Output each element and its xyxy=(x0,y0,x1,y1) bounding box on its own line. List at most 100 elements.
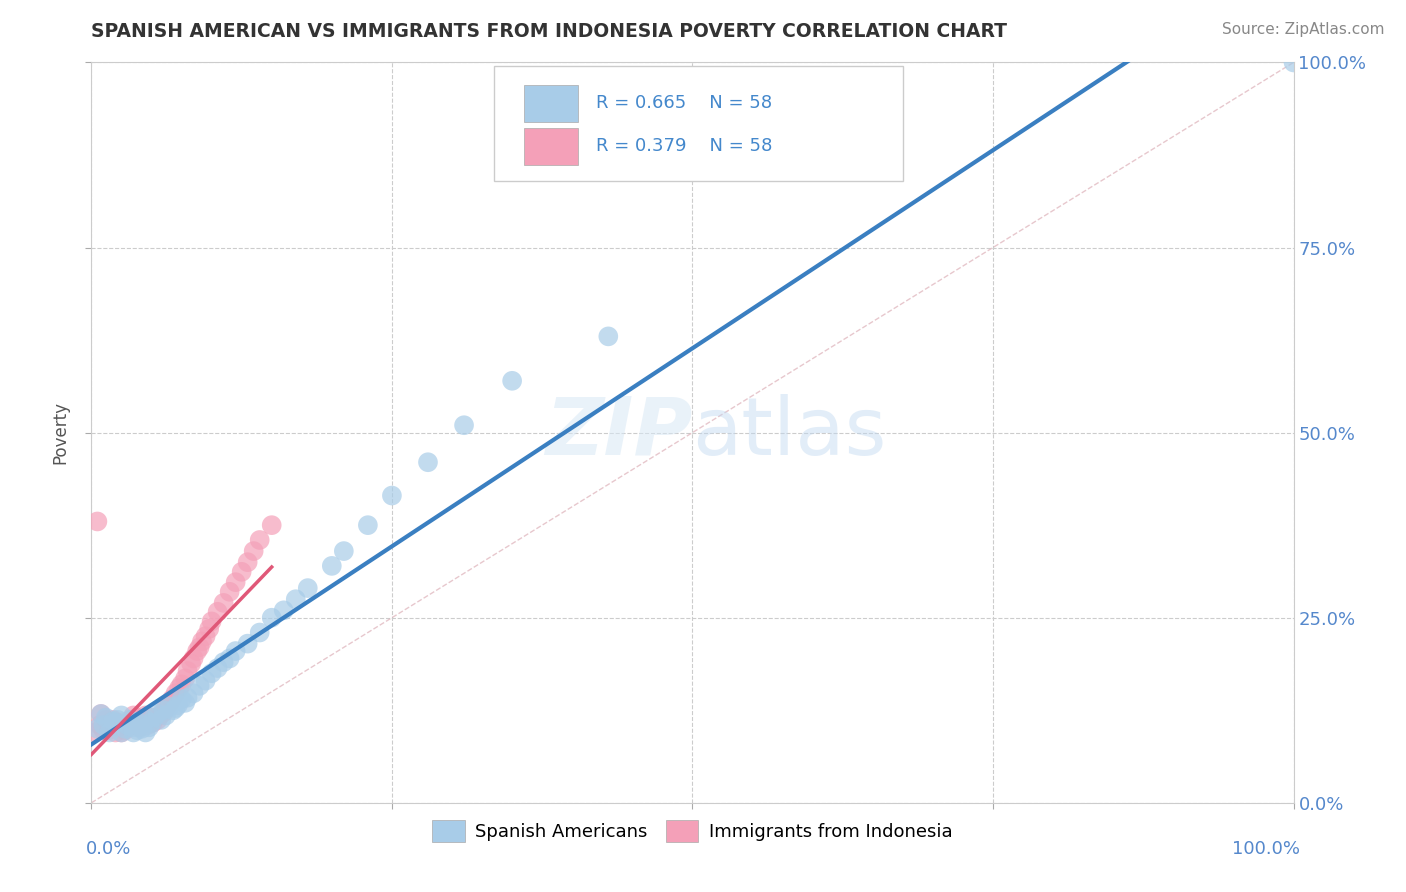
Point xyxy=(218,651,240,665)
Point xyxy=(134,713,156,727)
Text: atlas: atlas xyxy=(692,393,887,472)
Point xyxy=(114,722,136,736)
Point xyxy=(381,489,404,503)
Point xyxy=(159,699,181,714)
Point xyxy=(146,706,169,721)
Point xyxy=(357,518,380,533)
Point xyxy=(150,713,173,727)
Point xyxy=(236,555,259,569)
Point xyxy=(218,584,240,599)
Point xyxy=(207,605,229,619)
Point xyxy=(165,686,187,700)
Point xyxy=(176,664,198,678)
Text: 100.0%: 100.0% xyxy=(1232,840,1299,858)
Point xyxy=(188,679,211,693)
Point xyxy=(242,544,264,558)
Point xyxy=(107,713,129,727)
Point xyxy=(108,715,131,730)
Point xyxy=(183,686,205,700)
Point xyxy=(122,720,145,734)
Point xyxy=(152,706,174,720)
Text: 0.0%: 0.0% xyxy=(86,840,131,858)
Point xyxy=(118,715,141,730)
Text: Source: ZipAtlas.com: Source: ZipAtlas.com xyxy=(1222,22,1385,37)
Point xyxy=(236,637,259,651)
Point xyxy=(90,706,112,721)
Point xyxy=(117,718,139,732)
Point xyxy=(191,634,214,648)
Point xyxy=(201,615,224,629)
Point xyxy=(93,718,115,732)
Point xyxy=(416,455,439,469)
Point xyxy=(142,711,165,725)
Point xyxy=(152,703,174,717)
Point xyxy=(160,692,183,706)
Point xyxy=(231,565,253,579)
Point xyxy=(212,655,235,669)
Point xyxy=(94,713,117,727)
Text: R = 0.379    N = 58: R = 0.379 N = 58 xyxy=(596,137,773,155)
Point xyxy=(117,720,139,734)
Point xyxy=(101,718,124,732)
Point xyxy=(94,711,117,725)
Point xyxy=(138,720,160,734)
Point xyxy=(284,592,307,607)
Point xyxy=(249,533,271,547)
Point xyxy=(90,706,112,721)
Point xyxy=(453,418,475,433)
Point xyxy=(142,715,165,730)
Point xyxy=(128,720,150,734)
Point xyxy=(198,622,221,636)
Point xyxy=(134,713,156,727)
Point xyxy=(134,708,156,723)
Point xyxy=(101,714,124,729)
Point xyxy=(167,698,190,712)
Point xyxy=(110,725,132,739)
Point xyxy=(225,575,247,590)
Point xyxy=(146,713,169,727)
Point xyxy=(174,672,197,686)
Point xyxy=(188,640,211,655)
Point xyxy=(122,725,145,739)
Point xyxy=(333,544,356,558)
Point xyxy=(260,518,283,533)
Point xyxy=(273,603,295,617)
Point xyxy=(225,644,247,658)
Point xyxy=(159,696,181,710)
Point xyxy=(131,715,153,730)
Point xyxy=(110,725,132,739)
Point xyxy=(143,711,166,725)
Y-axis label: Poverty: Poverty xyxy=(52,401,70,464)
Point xyxy=(170,677,193,691)
Point xyxy=(125,711,148,725)
Point xyxy=(1282,55,1305,70)
Point xyxy=(174,696,197,710)
Point xyxy=(131,722,153,736)
Point xyxy=(120,713,142,727)
Point xyxy=(139,713,162,727)
FancyBboxPatch shape xyxy=(524,128,578,165)
Point xyxy=(107,720,129,734)
Point xyxy=(136,718,159,732)
Point xyxy=(128,715,150,730)
Point xyxy=(111,718,134,732)
Point xyxy=(141,715,163,730)
Text: ZIP: ZIP xyxy=(546,393,692,472)
Legend: Spanish Americans, Immigrants from Indonesia: Spanish Americans, Immigrants from Indon… xyxy=(425,813,960,849)
Point xyxy=(122,708,145,723)
Point xyxy=(114,723,136,738)
Point xyxy=(194,673,217,688)
Point xyxy=(118,713,141,727)
Point xyxy=(84,725,107,739)
Point xyxy=(155,708,177,723)
Point xyxy=(321,558,343,573)
Point xyxy=(155,701,177,715)
Point xyxy=(207,661,229,675)
Point xyxy=(134,725,156,739)
Point xyxy=(101,713,124,727)
Point xyxy=(212,596,235,610)
Text: R = 0.665    N = 58: R = 0.665 N = 58 xyxy=(596,95,772,112)
Point xyxy=(86,722,108,736)
Point xyxy=(104,715,127,730)
FancyBboxPatch shape xyxy=(494,66,903,181)
